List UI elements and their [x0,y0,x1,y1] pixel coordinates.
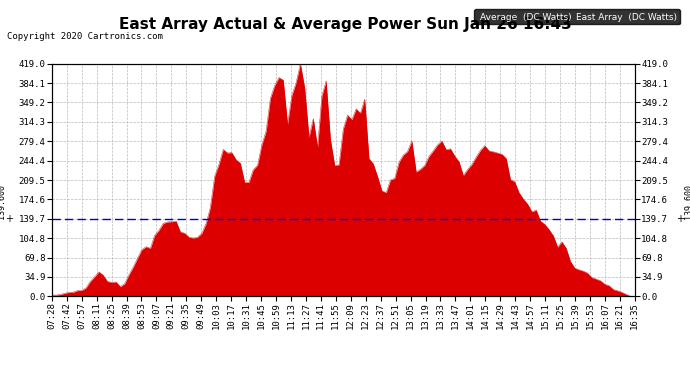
Legend: Average  (DC Watts), East Array  (DC Watts): Average (DC Watts), East Array (DC Watts… [475,9,680,24]
Text: +: + [6,214,14,224]
Text: East Array Actual & Average Power Sun Jan 26 16:43: East Array Actual & Average Power Sun Ja… [119,17,571,32]
Text: 139.600: 139.600 [684,184,690,219]
Text: 139.600: 139.600 [0,184,6,219]
Text: +: + [676,214,684,224]
Text: Copyright 2020 Cartronics.com: Copyright 2020 Cartronics.com [7,32,163,41]
